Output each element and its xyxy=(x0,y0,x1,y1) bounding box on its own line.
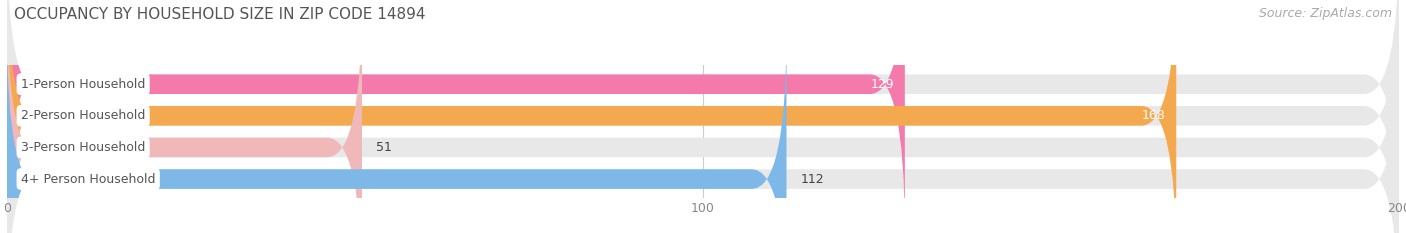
FancyBboxPatch shape xyxy=(7,0,1399,233)
Text: 129: 129 xyxy=(870,78,894,91)
FancyBboxPatch shape xyxy=(7,0,1399,233)
Text: 1-Person Household: 1-Person Household xyxy=(21,78,145,91)
FancyBboxPatch shape xyxy=(7,0,1399,233)
Text: 168: 168 xyxy=(1142,109,1166,122)
FancyBboxPatch shape xyxy=(7,0,361,233)
Text: 4+ Person Household: 4+ Person Household xyxy=(21,173,156,185)
Text: 3-Person Household: 3-Person Household xyxy=(21,141,145,154)
Text: 51: 51 xyxy=(375,141,392,154)
FancyBboxPatch shape xyxy=(7,0,1177,233)
Text: Source: ZipAtlas.com: Source: ZipAtlas.com xyxy=(1258,7,1392,20)
FancyBboxPatch shape xyxy=(7,31,786,233)
FancyBboxPatch shape xyxy=(7,0,905,233)
FancyBboxPatch shape xyxy=(7,31,1399,233)
Text: OCCUPANCY BY HOUSEHOLD SIZE IN ZIP CODE 14894: OCCUPANCY BY HOUSEHOLD SIZE IN ZIP CODE … xyxy=(14,7,426,22)
Text: 112: 112 xyxy=(800,173,824,185)
Text: 2-Person Household: 2-Person Household xyxy=(21,109,145,122)
